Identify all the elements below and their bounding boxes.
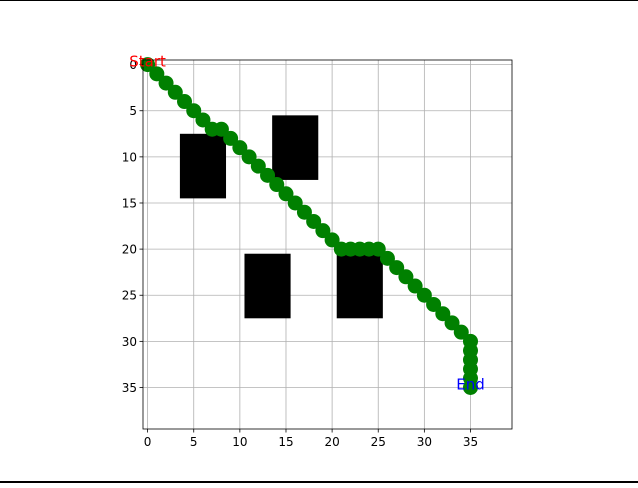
path-point: [453, 324, 469, 340]
path-point: [444, 315, 460, 331]
path-point: [398, 269, 414, 285]
x-tick-label: 0: [144, 435, 152, 449]
x-tick-label: 5: [190, 435, 198, 449]
path-point: [250, 158, 266, 174]
path-point: [232, 140, 248, 156]
path-point: [407, 278, 423, 294]
path-point: [195, 112, 211, 128]
path-point: [158, 75, 174, 91]
path-point: [269, 177, 285, 193]
annotation-label: End: [456, 375, 485, 393]
plot-frame: [142, 59, 513, 430]
x-tick-label: 10: [232, 435, 247, 449]
y-tick-label: 0: [129, 58, 137, 72]
x-tick-label: 30: [417, 435, 432, 449]
path-point: [462, 379, 478, 395]
tick-layer: 0 5 10 15 20 25 30 35 0 5 10 15 20 25 30 35: [122, 58, 478, 449]
path-point: [186, 103, 202, 119]
path-point: [315, 223, 331, 239]
path-point: [260, 167, 276, 183]
path-point: [389, 260, 405, 276]
annotation-label: Start: [129, 53, 166, 71]
path-point: [379, 250, 395, 266]
x-tick-label: 35: [463, 435, 478, 449]
y-tick-label: 30: [122, 335, 137, 349]
path-point: [241, 149, 257, 165]
path-point: [287, 195, 303, 211]
path-point: [306, 213, 322, 229]
path-point: [167, 84, 183, 100]
y-tick-label: 15: [122, 196, 137, 210]
obstacle: [179, 133, 227, 199]
axes-frame: [142, 59, 513, 430]
path-point: [426, 296, 442, 312]
path-point: [140, 57, 156, 73]
path-point: [149, 66, 165, 82]
y-tick-label: 20: [122, 243, 137, 257]
path-point: [213, 121, 229, 137]
obstacle: [336, 253, 383, 319]
annotation-layer: Start End: [129, 53, 484, 394]
path-point: [435, 306, 451, 322]
y-tick-label: 5: [129, 104, 137, 118]
obstacle: [244, 253, 291, 319]
path-point: [223, 130, 239, 146]
y-tick-label: 10: [122, 150, 137, 164]
x-tick-label: 15: [278, 435, 293, 449]
obstacle: [272, 115, 319, 180]
path-point: [370, 241, 386, 257]
x-tick-label: 25: [371, 435, 386, 449]
path-point: [416, 287, 432, 303]
path-layer: [140, 57, 478, 395]
path-point: [296, 204, 312, 220]
y-tick-label: 25: [122, 289, 137, 303]
y-tick-label: 35: [122, 381, 137, 395]
path-point: [177, 94, 193, 110]
obstacle-layer: [179, 115, 383, 319]
x-tick-label: 20: [324, 435, 339, 449]
path-point: [278, 186, 294, 202]
path-point: [324, 232, 340, 248]
